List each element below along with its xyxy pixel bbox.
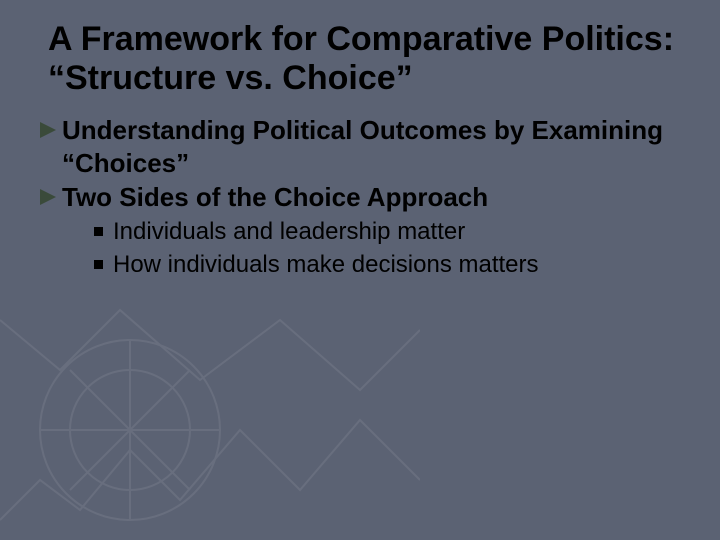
square-bullet-icon [94, 260, 103, 269]
bullet-text: Understanding Political Outcomes by Exam… [62, 114, 680, 179]
bullet-l2: How individuals make decisions matters [40, 249, 680, 280]
bullet-text: Two Sides of the Choice Approach [62, 181, 488, 214]
bullet-l1: Understanding Political Outcomes by Exam… [40, 114, 680, 179]
bullet-l1: Two Sides of the Choice Approach [40, 181, 680, 214]
slide-title: A Framework for Comparative Politics: “S… [0, 0, 720, 108]
slide-content: Understanding Political Outcomes by Exam… [0, 108, 720, 280]
bullet-text: How individuals make decisions matters [113, 249, 539, 280]
triangle-bullet-icon [40, 122, 56, 138]
bullet-l2: Individuals and leadership matter [40, 216, 680, 247]
triangle-bullet-icon [40, 189, 56, 205]
slide: A Framework for Comparative Politics: “S… [0, 0, 720, 540]
bullet-text: Individuals and leadership matter [113, 216, 465, 247]
square-bullet-icon [94, 227, 103, 236]
